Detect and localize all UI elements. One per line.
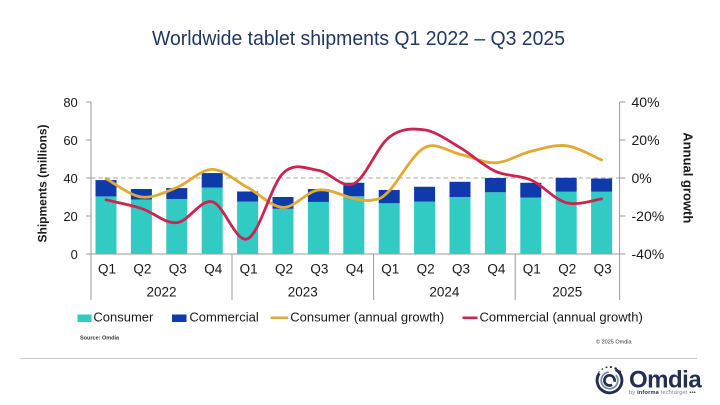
svg-text:Q2: Q2 bbox=[558, 262, 576, 277]
svg-text:by informa techtarget •••: by informa techtarget ••• bbox=[629, 390, 696, 396]
svg-text:Q2: Q2 bbox=[417, 262, 435, 277]
svg-text:Q1: Q1 bbox=[381, 262, 399, 277]
svg-text:Source: Omdia: Source: Omdia bbox=[80, 336, 120, 342]
svg-text:0: 0 bbox=[71, 247, 78, 262]
svg-text:Commercial: Commercial bbox=[189, 309, 258, 324]
svg-text:Commercial (annual growth): Commercial (annual growth) bbox=[480, 309, 643, 324]
svg-text:Q4: Q4 bbox=[346, 262, 365, 277]
svg-text:20: 20 bbox=[63, 209, 77, 224]
svg-text:Omdia: Omdia bbox=[629, 367, 702, 394]
svg-text:Q3: Q3 bbox=[594, 262, 612, 277]
svg-text:60: 60 bbox=[63, 133, 77, 148]
svg-text:Q3: Q3 bbox=[452, 262, 470, 277]
svg-text:Q2: Q2 bbox=[133, 262, 151, 277]
svg-text:© 2025 Omdia: © 2025 Omdia bbox=[596, 339, 632, 346]
svg-text:20%: 20% bbox=[632, 132, 660, 148]
svg-text:Q4: Q4 bbox=[487, 262, 506, 277]
svg-text:Worldwide tablet shipments Q1: Worldwide tablet shipments Q1 2022 – Q3 … bbox=[152, 28, 565, 50]
svg-text:Q1: Q1 bbox=[98, 262, 116, 277]
svg-text:Consumer (annual growth): Consumer (annual growth) bbox=[290, 309, 444, 324]
svg-text:2022: 2022 bbox=[146, 285, 176, 300]
svg-text:Q2: Q2 bbox=[275, 262, 293, 277]
svg-text:-40%: -40% bbox=[632, 246, 665, 262]
svg-text:Shipments (millions): Shipments (millions) bbox=[36, 124, 50, 242]
svg-text:Consumer: Consumer bbox=[93, 309, 154, 324]
svg-text:Q1: Q1 bbox=[240, 262, 258, 277]
svg-text:0%: 0% bbox=[632, 170, 652, 186]
svg-text:Q3: Q3 bbox=[169, 262, 187, 277]
svg-text:2024: 2024 bbox=[429, 285, 460, 300]
svg-text:Q1: Q1 bbox=[523, 262, 541, 277]
svg-text:40: 40 bbox=[63, 171, 77, 186]
svg-text:Q3: Q3 bbox=[310, 262, 328, 277]
svg-text:2025: 2025 bbox=[552, 285, 582, 300]
svg-text:-20%: -20% bbox=[632, 208, 665, 224]
svg-text:80: 80 bbox=[63, 95, 77, 110]
svg-text:40%: 40% bbox=[632, 94, 660, 110]
svg-text:2023: 2023 bbox=[288, 285, 318, 300]
svg-text:Q4: Q4 bbox=[204, 262, 223, 277]
svg-text:Annual growth: Annual growth bbox=[680, 132, 695, 223]
